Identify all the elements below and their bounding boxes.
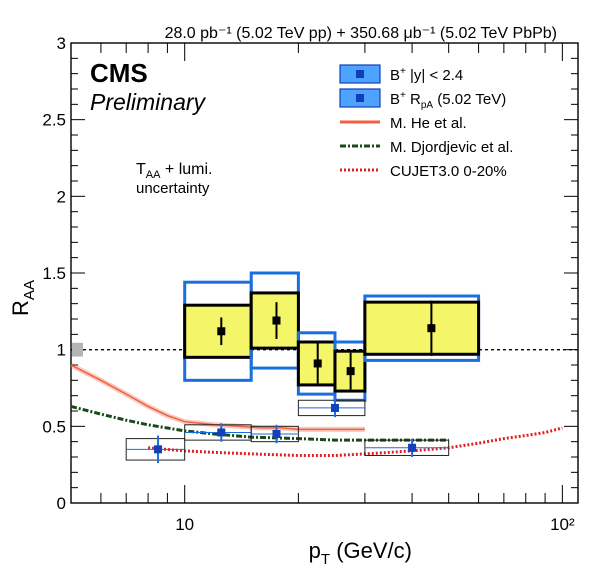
status-label: Preliminary — [90, 89, 207, 115]
legend-label: B+ RpA (5.02 TeV) — [390, 90, 506, 111]
x-tick-label: 10² — [550, 515, 575, 534]
y-tick-label: 3 — [57, 34, 66, 53]
chart-header: 28.0 pb⁻¹ (5.02 TeV pp) + 350.68 μb⁻¹ (5… — [165, 25, 557, 42]
data-point — [272, 317, 280, 325]
legend-label: M. He et al. — [390, 115, 467, 132]
y-tick-label: 2 — [57, 187, 66, 206]
experiment-label: CMS — [90, 58, 148, 88]
data-point — [272, 430, 280, 438]
legend-swatch-marker — [356, 94, 364, 102]
x-tick-label: 10 — [175, 515, 194, 534]
norm-uncertainty-box — [72, 343, 83, 357]
y-tick-label: 1 — [57, 341, 66, 360]
data-point — [217, 428, 225, 436]
data-point — [331, 404, 339, 412]
y-tick-label: 1.5 — [42, 264, 66, 283]
data-point — [217, 327, 225, 335]
y-tick-label: 0 — [57, 494, 66, 513]
data-point — [314, 359, 322, 367]
legend-label: CUJET3.0 0-20% — [390, 163, 507, 180]
y-tick-label: 0.5 — [42, 417, 66, 436]
annotation-line2: uncertainty — [136, 180, 210, 197]
legend-label: M. Djordjevic et al. — [390, 139, 513, 156]
data-point — [347, 367, 355, 375]
data-point — [408, 444, 416, 452]
y-tick-label: 2.5 — [42, 111, 66, 130]
syst-box — [365, 302, 479, 354]
data-point — [154, 445, 162, 453]
data-point — [427, 324, 435, 332]
legend-swatch-marker — [356, 70, 364, 78]
